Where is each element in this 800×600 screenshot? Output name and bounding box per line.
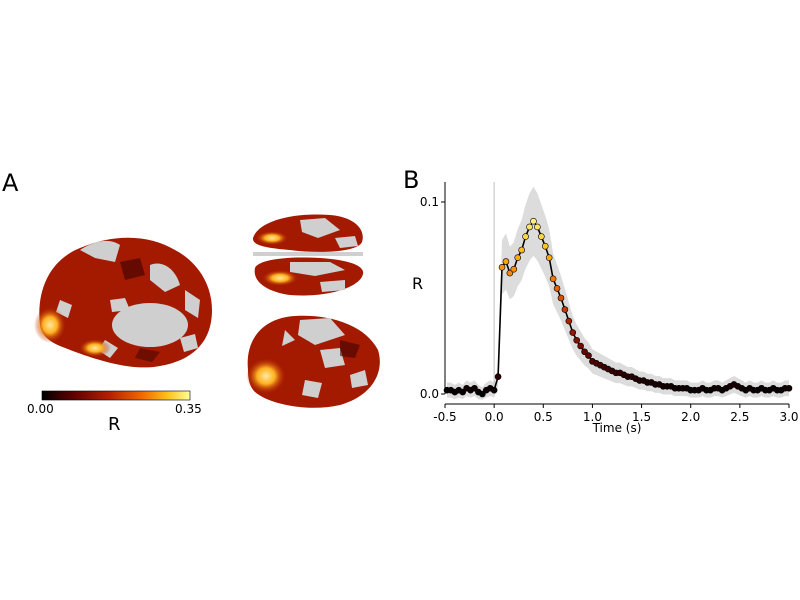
colorbar-gradient (41, 390, 191, 401)
data-point (510, 265, 518, 273)
y-ticks: 0.0 0.1 (420, 195, 445, 401)
data-point (494, 373, 502, 381)
x-tick-label: 2.5 (730, 410, 749, 424)
data-point (577, 342, 584, 350)
data-point (573, 336, 581, 344)
data-point (534, 223, 541, 231)
data-point (541, 242, 549, 250)
data-point (514, 254, 522, 261)
panel-b-label: B (403, 166, 419, 194)
data-point (459, 388, 466, 396)
data-point (549, 275, 557, 283)
data-point (557, 294, 565, 302)
data-point (502, 258, 510, 265)
x-tick-label: 2.0 (681, 410, 700, 424)
data-point (518, 246, 525, 254)
data-point (490, 386, 498, 394)
chart-b: 0.0 0.1 -0.5 0.0 0.5 1.0 1.5 2.0 2.5 3.0 Time (s… (412, 182, 799, 435)
data-point (526, 223, 533, 231)
x-tick-label: 1.0 (583, 410, 602, 424)
brain-lateral-view (246, 315, 380, 408)
x-axis-title: Time (s) (592, 421, 642, 435)
data-point (545, 254, 553, 261)
data-point (530, 217, 537, 225)
y-axis-title: R (412, 274, 423, 293)
x-tick-label: 1.5 (632, 410, 651, 424)
data-point (581, 348, 588, 356)
colorbar-title: R (108, 414, 121, 435)
x-tick-label: 0.0 (485, 410, 504, 424)
colorbar-max-label: 0.35 (175, 402, 202, 416)
data-point (565, 317, 573, 325)
colorbar-min-label: 0.00 (27, 402, 54, 416)
data-point (479, 390, 486, 398)
data-point (785, 384, 793, 392)
brain-dorsal-view (252, 214, 363, 256)
series-points (443, 217, 793, 398)
colorbar: 0.00 0.35 R (27, 390, 202, 435)
data-point (569, 329, 577, 336)
x-tick-label: 3.0 (779, 410, 798, 424)
data-point (538, 233, 545, 240)
data-point (471, 384, 478, 392)
data-point (522, 233, 529, 240)
data-point (506, 269, 514, 277)
confidence-band (446, 186, 789, 400)
y-tick-label: 0.1 (420, 195, 439, 209)
x-tick-label: -0.5 (433, 410, 456, 424)
ci-band-area (446, 186, 789, 400)
data-point (553, 285, 561, 292)
brain-ventral-view (254, 257, 364, 296)
x-tick-label: 0.5 (534, 410, 553, 424)
data-point (585, 352, 592, 359)
panel-a-label: A (2, 169, 19, 197)
brain-medial-view (34, 237, 212, 368)
x-ticks: -0.5 0.0 0.5 1.0 1.5 2.0 2.5 3.0 (433, 404, 799, 424)
data-point (498, 263, 506, 271)
data-point (561, 306, 569, 313)
y-tick-label: 0.0 (420, 387, 439, 401)
